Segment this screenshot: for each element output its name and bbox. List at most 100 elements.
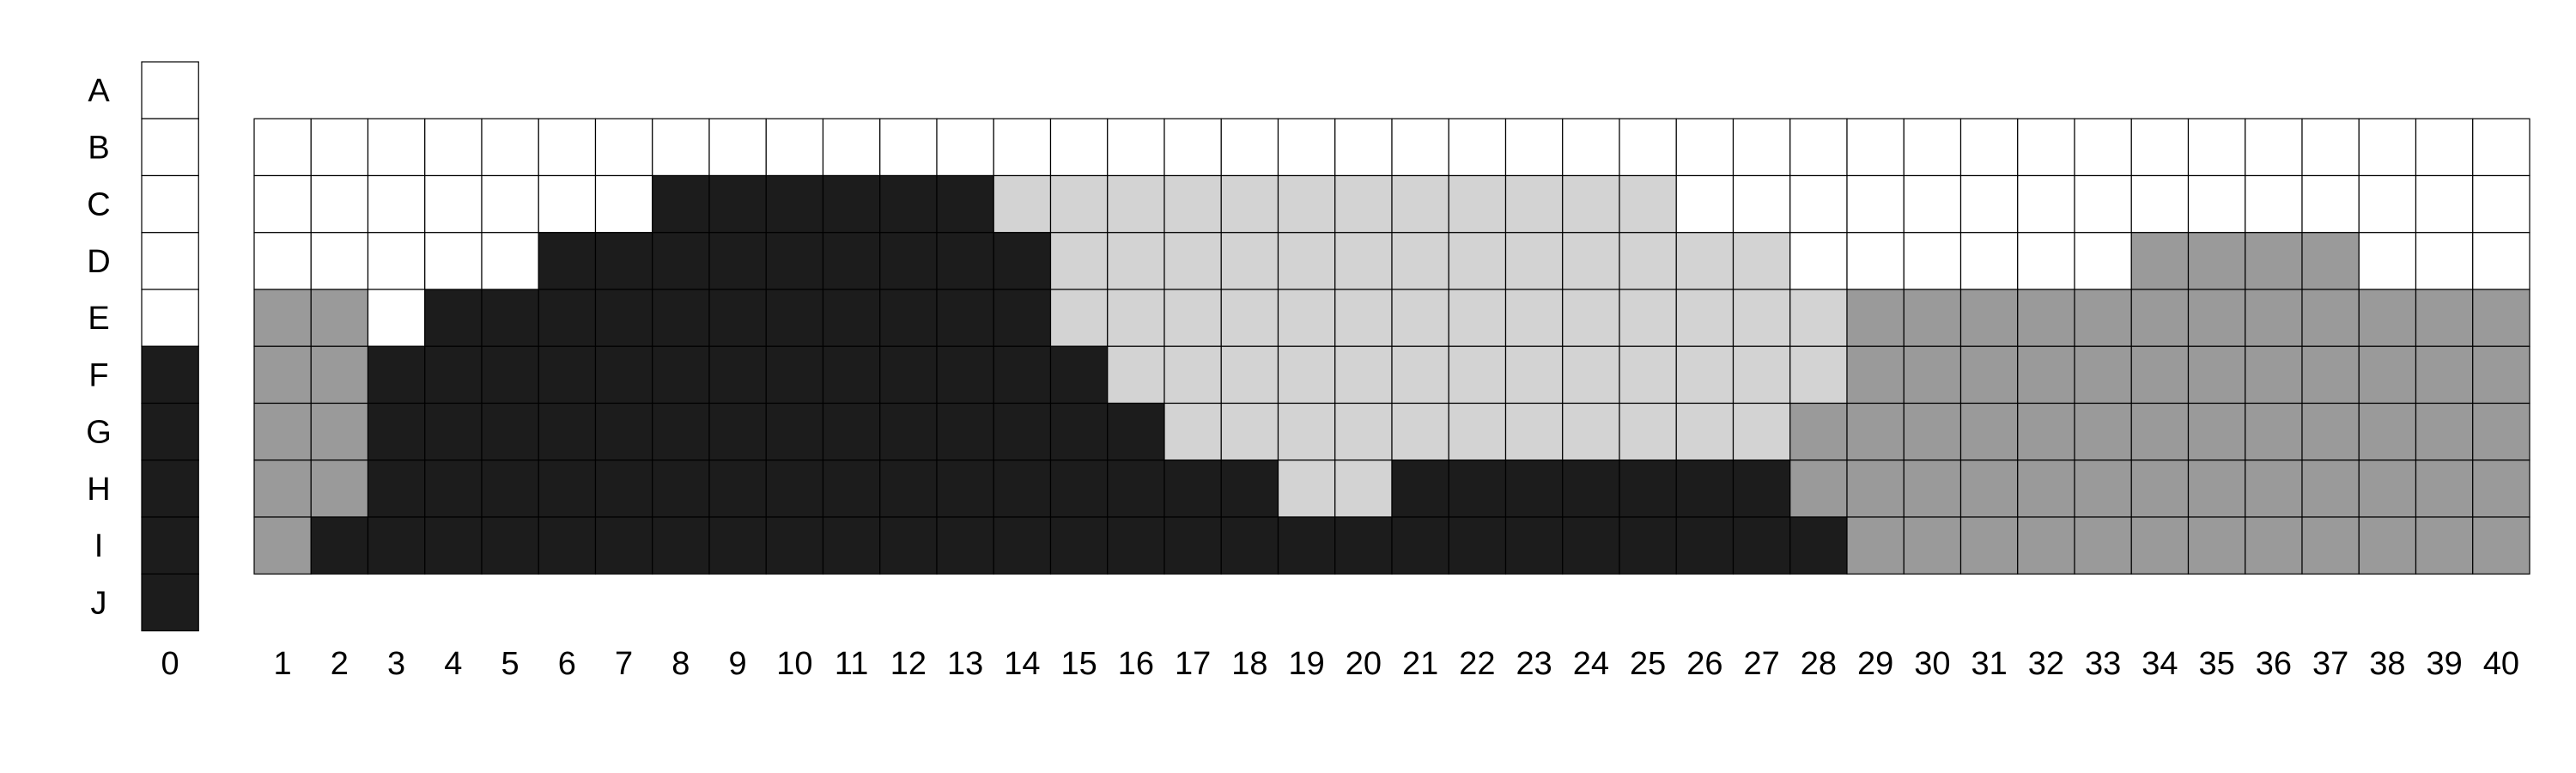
grid-cell	[2415, 232, 2474, 290]
grid-cell	[936, 174, 994, 234]
grid-cell	[708, 232, 767, 290]
grid-cell	[1504, 402, 1564, 461]
grid-cell	[708, 118, 767, 177]
grid-cell	[765, 289, 824, 347]
grid-cell	[1220, 516, 1279, 575]
grid-cell	[652, 402, 710, 461]
grid-cell	[1391, 402, 1449, 461]
grid-cell	[1619, 402, 1677, 461]
grid-cell	[1846, 516, 1905, 575]
grid-cell	[1391, 118, 1449, 177]
grid-cell	[2017, 174, 2075, 234]
column-label: 10	[776, 646, 812, 682]
grid-cell	[936, 516, 994, 575]
grid-cell	[1675, 402, 1735, 461]
grid-cell	[2301, 516, 2360, 575]
grid-cell	[1277, 460, 1336, 518]
grid-cell	[367, 516, 426, 575]
grid-cell	[1163, 232, 1222, 290]
column-label: 39	[2426, 646, 2462, 682]
column-label: 23	[1516, 646, 1552, 682]
grid-cell	[1619, 516, 1677, 575]
column-label: 36	[2256, 646, 2292, 682]
grid-cell	[2017, 289, 2075, 347]
grid-cell	[2245, 402, 2303, 461]
column-label: 32	[2028, 646, 2064, 682]
grid-cell	[1504, 516, 1564, 575]
grid-cell	[310, 289, 369, 347]
grid-cell	[1049, 289, 1109, 347]
grid-cell	[879, 232, 938, 290]
column-label: 25	[1630, 646, 1666, 682]
grid-cell	[708, 289, 767, 347]
grid-cell	[1732, 118, 1791, 177]
grid-cell	[1107, 289, 1165, 347]
grid-cell	[2017, 232, 2075, 290]
row-label: G	[86, 415, 112, 451]
column-label: 35	[2198, 646, 2234, 682]
key-cell	[141, 174, 199, 234]
grid-cell	[1277, 289, 1336, 347]
grid-cell	[1675, 174, 1735, 234]
grid-cell	[2245, 232, 2303, 290]
grid-cell	[652, 289, 710, 347]
grid-cell	[1220, 289, 1279, 347]
grid-cell	[765, 174, 824, 234]
grid-cell	[2301, 118, 2360, 177]
grid-cell	[2130, 460, 2190, 518]
grid-cell	[2301, 402, 2360, 461]
grid-cell	[1391, 516, 1449, 575]
grid-cell	[2130, 118, 2190, 177]
grid-cell	[2472, 402, 2530, 461]
grid-cell	[1903, 460, 1962, 518]
grid-cell	[652, 118, 710, 177]
grid-cell	[2301, 289, 2360, 347]
grid-cell	[367, 289, 426, 347]
grid-cell	[2130, 289, 2190, 347]
column-label: 29	[1857, 646, 1893, 682]
grid-cell	[765, 460, 824, 518]
grid-cell	[2130, 345, 2190, 405]
grid-cell	[594, 232, 653, 290]
grid-cell	[1504, 174, 1564, 234]
column-label: 26	[1686, 646, 1722, 682]
grid-cell	[481, 345, 539, 405]
grid-cell	[1959, 516, 2019, 575]
column-label: 12	[890, 646, 927, 682]
grid-cell	[481, 232, 539, 290]
grid-cell	[1163, 345, 1222, 405]
grid-cell	[879, 516, 938, 575]
grid-cell	[1107, 232, 1165, 290]
row-label: I	[94, 528, 104, 564]
grid-cell	[2245, 118, 2303, 177]
grid-cell	[1903, 118, 1962, 177]
grid-cell	[1107, 345, 1165, 405]
grid-cell	[2301, 232, 2360, 290]
grid-cell	[1562, 289, 1620, 347]
column-label: 6	[558, 646, 576, 682]
grid-cell	[253, 345, 312, 405]
grid-cell	[2358, 174, 2417, 234]
grid-cell	[1732, 402, 1791, 461]
grid-cell	[708, 345, 767, 405]
grid-cell	[2358, 460, 2417, 518]
grid-cell	[2301, 460, 2360, 518]
grid-cell	[2472, 174, 2530, 234]
column-label: 33	[2085, 646, 2121, 682]
column-label: 40	[2483, 646, 2519, 682]
grid-cell	[1220, 118, 1279, 177]
grid-cell	[1448, 460, 1507, 518]
grid-cell	[2358, 232, 2417, 290]
grid-cell	[1903, 174, 1962, 234]
grid-cell	[822, 402, 881, 461]
grid-cell	[1846, 289, 1905, 347]
grid-cell	[1789, 516, 1848, 575]
grid-cell	[594, 460, 653, 518]
grid-cell	[993, 118, 1052, 177]
grid-cell	[2415, 118, 2474, 177]
grid-cell	[822, 460, 881, 518]
key-cell	[141, 573, 199, 632]
grid-cell	[253, 402, 312, 461]
grid-cell	[481, 118, 539, 177]
